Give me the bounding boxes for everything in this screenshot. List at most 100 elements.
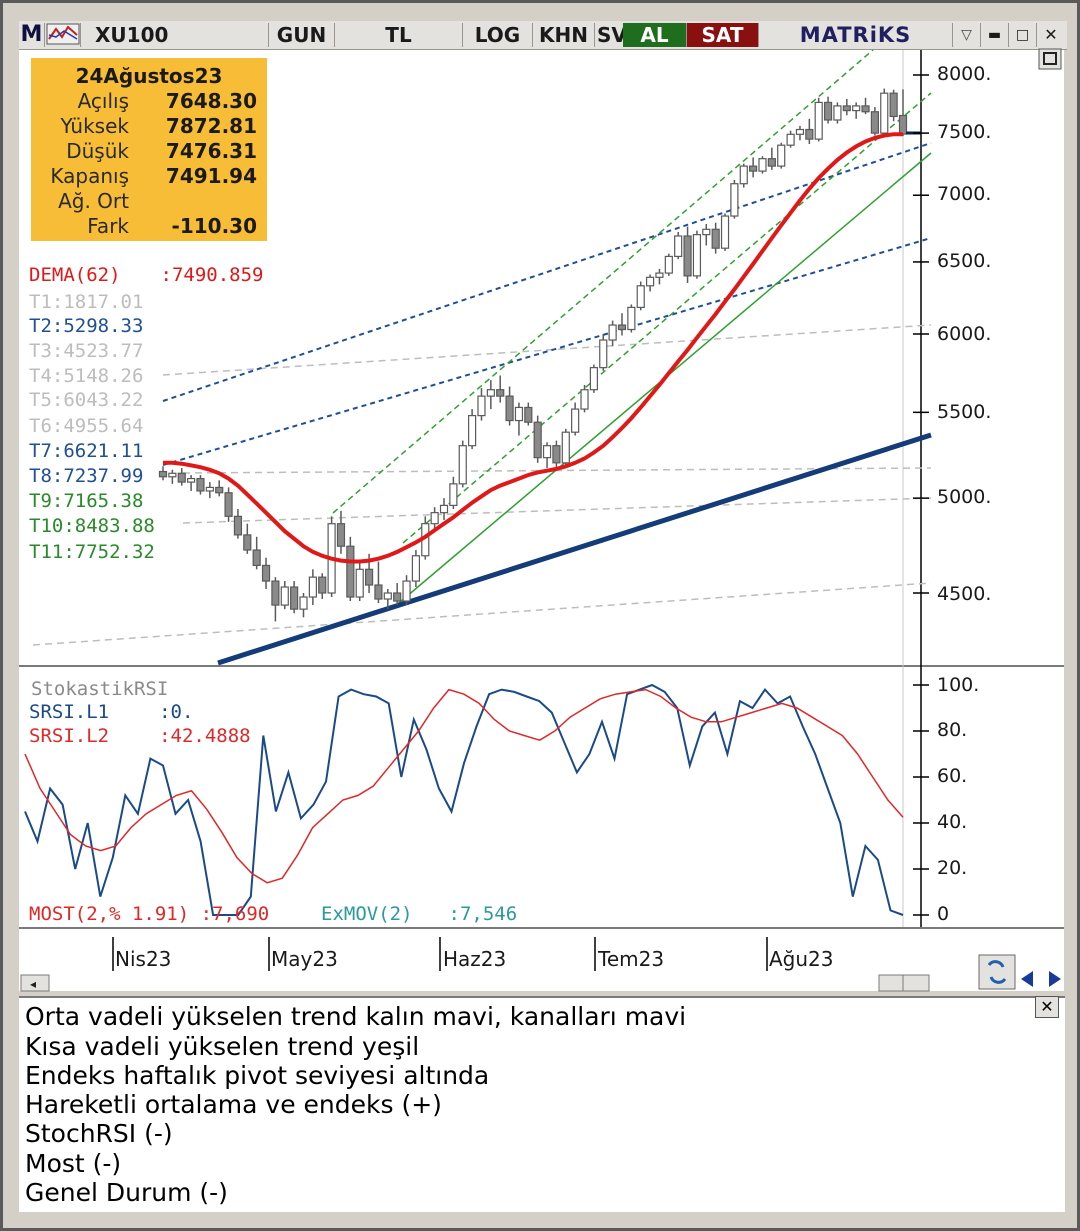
candle-body — [468, 415, 477, 447]
legend-t9: T9:7165.38 — [29, 490, 144, 512]
candle-body — [786, 133, 795, 146]
y-label-80: 80. — [937, 719, 968, 741]
candle-body — [833, 105, 842, 121]
nav-left-icon[interactable] — [1021, 971, 1033, 987]
candle-body — [599, 339, 608, 369]
candle-body — [880, 92, 889, 134]
candle-body — [187, 477, 196, 483]
ohlc-row-close: Kapanış 7491.94 — [50, 164, 257, 188]
candle-body — [730, 183, 739, 217]
y-label-5500: 5500. — [937, 401, 992, 423]
candle-body — [542, 445, 552, 459]
dropdown-button[interactable]: ▽ — [953, 23, 981, 47]
nav-right-icon[interactable] — [1049, 971, 1061, 987]
refresh-icon — [987, 960, 1007, 984]
ohlc-info-box: 24Ağustos23 Açılış 7648.30 Yüksek 7872.81 … — [31, 58, 267, 241]
minimize-button[interactable]: ▬ — [981, 23, 1009, 47]
candle-body — [364, 568, 374, 586]
note-line: Hareketli ortalama ve endeks (+) — [25, 1090, 442, 1119]
ohlc-date: 24Ağustos23 — [75, 64, 223, 88]
candle-body — [383, 592, 392, 600]
candle-body — [505, 395, 514, 422]
candle-body — [533, 421, 542, 459]
candle-body — [402, 580, 411, 602]
candle-body — [636, 285, 645, 308]
candle-body — [898, 114, 908, 135]
scroll-right-button[interactable] — [902, 974, 930, 992]
candle-body — [496, 389, 505, 397]
sell-button[interactable]: SAT — [687, 23, 759, 47]
candle-body — [486, 389, 495, 397]
x-label-tem: Tem23 — [598, 947, 665, 971]
x-label-nis: Nis23 — [115, 947, 172, 971]
restore-icon — [1043, 52, 1057, 65]
chart-canvas[interactable]: ◂ — [3, 3, 1077, 1003]
analysis-notes-panel: ✕ Orta vadeli yükselen trend kalın mavi,… — [19, 996, 1065, 1212]
candle-body — [261, 564, 271, 582]
candle-body — [758, 158, 767, 172]
scroll-left-button[interactable] — [20, 974, 50, 992]
buy-button[interactable]: AL — [623, 23, 687, 47]
exmov-legend: ExMOV(2):7,546 — [321, 903, 518, 925]
ohlc-row-high: Yüksek 7872.81 — [60, 114, 258, 138]
candle-body — [430, 512, 439, 525]
close-button[interactable]: ✕ — [1044, 25, 1058, 44]
candle-body — [655, 272, 664, 278]
candle-body — [514, 406, 524, 422]
dema-line — [163, 132, 904, 564]
symbol-field[interactable]: XU100 — [81, 23, 269, 47]
khn-button[interactable]: KHN — [533, 23, 595, 47]
pivot-line-t5 — [162, 324, 932, 376]
refresh-button[interactable] — [978, 954, 1016, 990]
maximize-button[interactable]: □ — [1009, 23, 1037, 47]
srsi-l2-line — [24, 688, 904, 884]
note-line: Most (-) — [25, 1149, 122, 1178]
srsi-l1-legend: SRSI.L1:0. — [29, 701, 194, 723]
legend-t7: T7:6621.11 — [29, 440, 144, 462]
candle-body — [627, 306, 636, 331]
candle-body — [252, 549, 261, 567]
candle-body — [870, 111, 879, 134]
candle-body — [842, 105, 851, 112]
note-line: Genel Durum (-) — [25, 1178, 228, 1207]
candle-body — [233, 515, 243, 536]
y-label-8000: 8000. — [937, 63, 992, 85]
candle-body — [243, 534, 252, 551]
candle-body — [449, 483, 458, 506]
log-button[interactable]: LOG — [463, 23, 533, 47]
candle-body — [355, 568, 364, 598]
close-notes-button[interactable]: ✕ — [1035, 996, 1059, 1018]
candle-body — [224, 492, 233, 517]
blue-channel-lower — [162, 237, 932, 466]
chart-type-icon[interactable] — [45, 23, 81, 47]
legend-t11: T11:7752.32 — [29, 541, 155, 563]
candle-body — [823, 101, 833, 121]
candle-body — [458, 445, 467, 485]
ohlc-row-avg: Ağ. Ort — [58, 189, 129, 213]
candle-body — [795, 128, 805, 135]
candle-body — [196, 477, 205, 492]
candle-body — [552, 445, 561, 464]
blue-thick-trend — [217, 432, 932, 666]
candle-body — [177, 472, 186, 483]
currency-button[interactable]: TL — [335, 23, 463, 47]
candle-body — [271, 580, 280, 606]
candle-body — [805, 128, 814, 140]
period-button[interactable]: GUN — [269, 23, 335, 47]
most-legend: MOST(2,% 1.91) :7,690 — [29, 903, 270, 925]
candle-body — [477, 395, 486, 417]
note-line: Endeks haftalık pivot seviyesi altında — [25, 1061, 490, 1090]
logo-button[interactable]: M — [19, 23, 45, 47]
candle-body — [683, 235, 692, 277]
candle-body — [318, 576, 327, 594]
candle-body — [664, 255, 673, 274]
ohlc-row-low: Düşük 7476.31 — [66, 139, 257, 163]
pivot-line-t6 — [182, 497, 932, 524]
candle-body — [589, 367, 598, 391]
candle-body — [280, 586, 289, 606]
brand-logo: MATRiKS — [759, 23, 953, 47]
candle-body — [814, 101, 823, 140]
x-label-may: May23 — [271, 947, 338, 971]
srsi-title: StokastikRSI — [31, 678, 169, 700]
